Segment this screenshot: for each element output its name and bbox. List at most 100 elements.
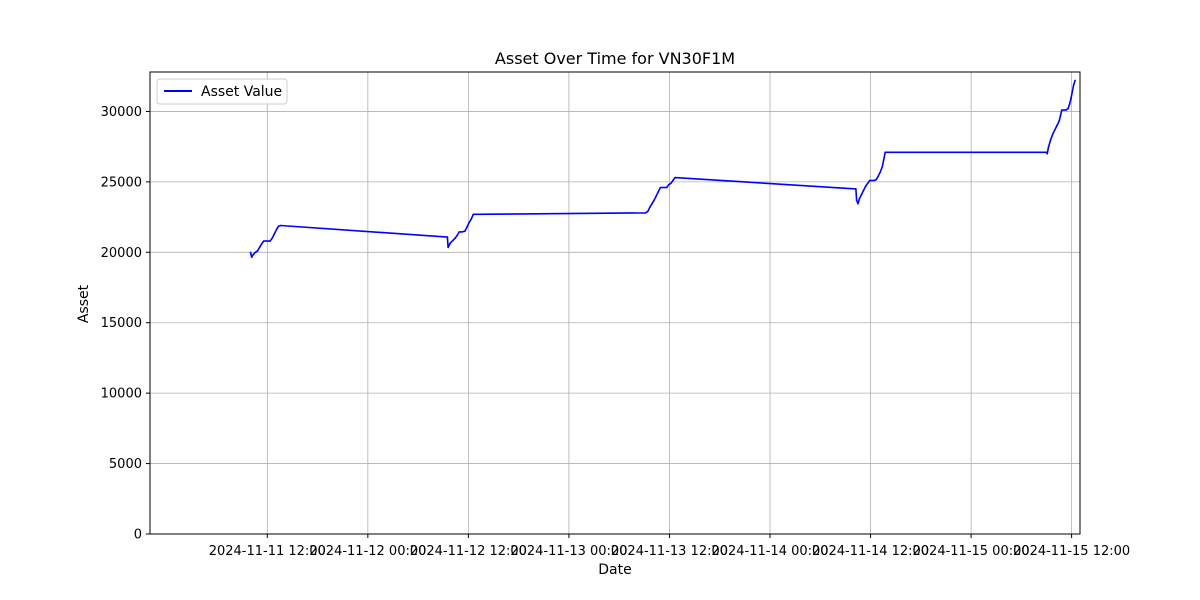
data-point [474,213,477,216]
data-point [447,246,449,249]
data-point [458,231,461,233]
data-point [873,179,875,182]
data-point [252,253,255,256]
y-tick-label: 5000 [109,457,142,472]
data-point [649,206,651,209]
data-point [1063,109,1065,111]
x-tick-label: 2024-11-11 12:00 [209,544,326,559]
y-tick-label: 30000 [101,105,142,120]
data-point [1067,107,1069,110]
data-point [454,237,456,240]
x-axis-label: Date [598,562,631,578]
data-point [653,199,655,201]
x-tick-label: 2024-11-15 12:00 [1013,544,1130,559]
data-point [275,228,278,231]
data-point [855,188,857,190]
data-point [857,202,859,205]
data-point [269,240,271,242]
data-point [855,199,858,201]
data-point [886,151,889,154]
data-point [881,165,884,168]
data-point [661,186,664,189]
data-point [1045,151,1048,154]
plot-frame [149,71,1081,535]
data-point [1058,120,1060,123]
data-point [470,218,472,220]
data-point [446,236,449,238]
data-point [250,256,253,259]
data-point [663,186,666,189]
data-point [256,250,259,252]
data-point [665,186,668,189]
data-point [279,224,282,227]
data-point [1072,83,1075,86]
legend-box [156,78,288,105]
data-point [871,179,873,182]
data-point [1061,109,1063,111]
data-point [1065,109,1067,111]
axes: 0 5000 10000 15000 20000 25000 30000 2024-11-11… [101,105,1131,559]
data-point [273,233,276,235]
data-point [452,239,454,242]
data-point [877,175,880,178]
data-point [449,242,452,244]
x-tick-label: 2024-11-12 12:00 [410,544,527,559]
data-point [670,182,672,185]
data-point [1047,145,1050,148]
data-point [464,230,466,232]
data-point [674,176,676,179]
data-point [249,251,252,254]
data-point [456,234,459,237]
data-point [644,212,647,214]
data-point [858,197,861,200]
legend: Asset Value [156,78,288,105]
y-tick-label: 10000 [101,387,142,402]
data-point [651,202,653,205]
data-point [647,210,649,213]
data-point [655,195,657,197]
data-point [1071,90,1074,93]
data-point [263,240,265,242]
data-point [659,186,662,189]
data-point [254,251,257,254]
data-point [461,231,463,233]
data-point [1059,114,1062,117]
data-point [271,237,273,240]
data-point [267,240,269,242]
data-point [1046,152,1048,155]
y-tick-label: 15000 [101,316,142,331]
data-point [1074,79,1076,82]
data-point [879,171,882,173]
data-point [667,183,670,186]
data-point [1070,97,1072,100]
x-tick-label: 2024-11-13 00:00 [510,544,627,559]
y-axis-label: Asset [76,284,92,323]
grid [150,72,1080,535]
data-point [864,185,867,187]
data-point [258,246,261,249]
data-point [866,182,869,185]
x-tick-label: 2024-11-13 12:00 [611,544,728,559]
data-point [265,240,267,242]
chart-title: Asset Over Time for VN30F1M [495,49,735,68]
y-tick-label: 25000 [101,175,142,190]
data-point [277,225,280,228]
series-layer [249,79,1076,259]
data-point [1054,128,1056,131]
data-point [468,221,470,224]
x-tick-label: 2024-11-12 00:00 [309,544,426,559]
data-point [875,178,877,181]
y-tick-label: 20000 [101,246,142,261]
data-point [672,179,674,182]
data-point [862,189,865,192]
legend-label-asset-value: Asset Value [201,84,282,100]
data-point [1056,124,1058,127]
data-point [883,158,885,161]
data-point [1051,133,1054,135]
data-point [869,179,871,182]
y-tick-label: 0 [134,528,142,543]
data-point [657,190,660,193]
x-tick-label: 2024-11-15 00:00 [913,544,1030,559]
data-point [860,193,863,196]
